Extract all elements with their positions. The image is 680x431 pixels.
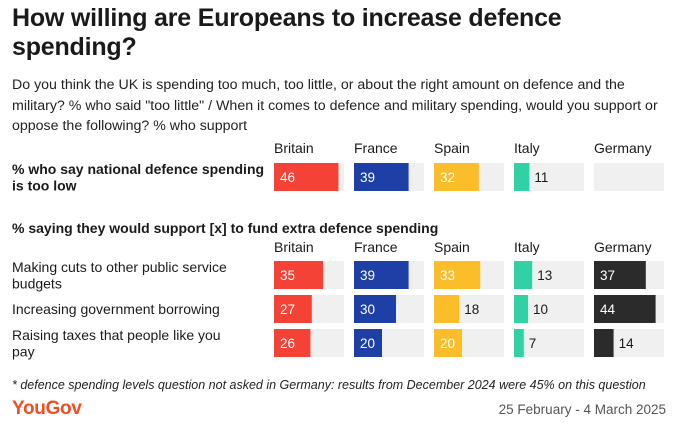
row-label: Raising taxes that people like you <box>12 327 221 343</box>
country-header-italy: Italy <box>514 239 540 255</box>
data-label-britain: 27 <box>280 302 295 317</box>
bar-italy-raising-taxes-that-p <box>514 329 524 357</box>
bar-germany-increasing-governmen <box>594 295 656 323</box>
data-label-france: 20 <box>360 336 375 351</box>
data-label-france: 39 <box>360 170 375 185</box>
bar-britain-raising-taxes-that-p <box>274 329 311 357</box>
bar-spain-who-say-national-def <box>434 163 479 191</box>
data-label-britain: 26 <box>280 336 295 351</box>
data-label-spain: 20 <box>440 336 455 351</box>
data-label-britain: 46 <box>280 170 295 185</box>
row-label: Making cuts to other public service <box>12 259 227 275</box>
row-label: is too low <box>12 177 77 193</box>
footnote: * defence spending levels question not a… <box>12 378 646 392</box>
bar-spain-increasing-governmen <box>434 295 460 323</box>
country-header-spain: Spain <box>434 239 470 255</box>
data-label-germany: 37 <box>600 268 615 283</box>
bar-spain-making-cuts-to-other <box>434 261 481 289</box>
bar-spain-raising-taxes-that-p <box>434 329 462 357</box>
bar-britain-making-cuts-to-other <box>274 261 323 289</box>
data-label-italy: 11 <box>534 170 548 185</box>
bar-italy-making-cuts-to-other <box>514 261 533 289</box>
country-header-italy: Italy <box>514 140 540 156</box>
data-label-france: 30 <box>360 302 375 317</box>
data-label-spain: 33 <box>440 268 455 283</box>
bar-track-germany <box>594 163 664 191</box>
country-header-spain: Spain <box>434 140 470 156</box>
country-header-france: France <box>354 239 398 255</box>
data-label-germany: 44 <box>600 302 616 317</box>
section-header: % saying they would support [x] to fund … <box>12 220 438 236</box>
country-header-germany: Germany <box>594 140 652 156</box>
row-label: Increasing government borrowing <box>12 301 220 317</box>
bar-france-increasing-governmen <box>354 295 396 323</box>
data-label-spain: 18 <box>464 302 479 317</box>
data-label-italy: 13 <box>537 268 552 283</box>
row-label: % who say national defence spending <box>12 161 264 177</box>
country-header-france: France <box>354 140 398 156</box>
country-header-britain: Britain <box>274 239 314 255</box>
row-label: budgets <box>12 275 62 291</box>
fieldwork-dates: 25 February - 4 March 2025 <box>498 402 666 417</box>
row-label: pay <box>12 343 35 359</box>
country-header-germany: Germany <box>594 239 652 255</box>
bar-britain-increasing-governmen <box>274 295 312 323</box>
bar-italy-who-say-national-def <box>514 163 530 191</box>
bar-france-raising-taxes-that-p <box>354 329 382 357</box>
bar-germany-making-cuts-to-other <box>594 261 646 289</box>
bar-france-who-say-national-def <box>354 163 409 191</box>
chart-subtitle: Do you think the UK is spending too much… <box>12 77 658 134</box>
chart-title: How willing are Europeans to increase de… <box>12 4 562 61</box>
data-label-germany: 14 <box>619 336 635 351</box>
country-header-britain: Britain <box>274 140 314 156</box>
bar-france-making-cuts-to-other <box>354 261 409 289</box>
data-label-france: 39 <box>360 268 375 283</box>
data-label-italy: 10 <box>533 302 548 317</box>
data-label-spain: 32 <box>440 170 455 185</box>
bar-track-italy <box>514 329 584 357</box>
bar-britain-who-say-national-def <box>274 163 339 191</box>
data-label-italy: 7 <box>529 336 537 351</box>
bar-italy-increasing-governmen <box>514 295 528 323</box>
yougov-logo: YouGov <box>12 398 82 419</box>
data-label-britain: 35 <box>280 268 295 283</box>
bar-germany-raising-taxes-that-p <box>594 329 614 357</box>
